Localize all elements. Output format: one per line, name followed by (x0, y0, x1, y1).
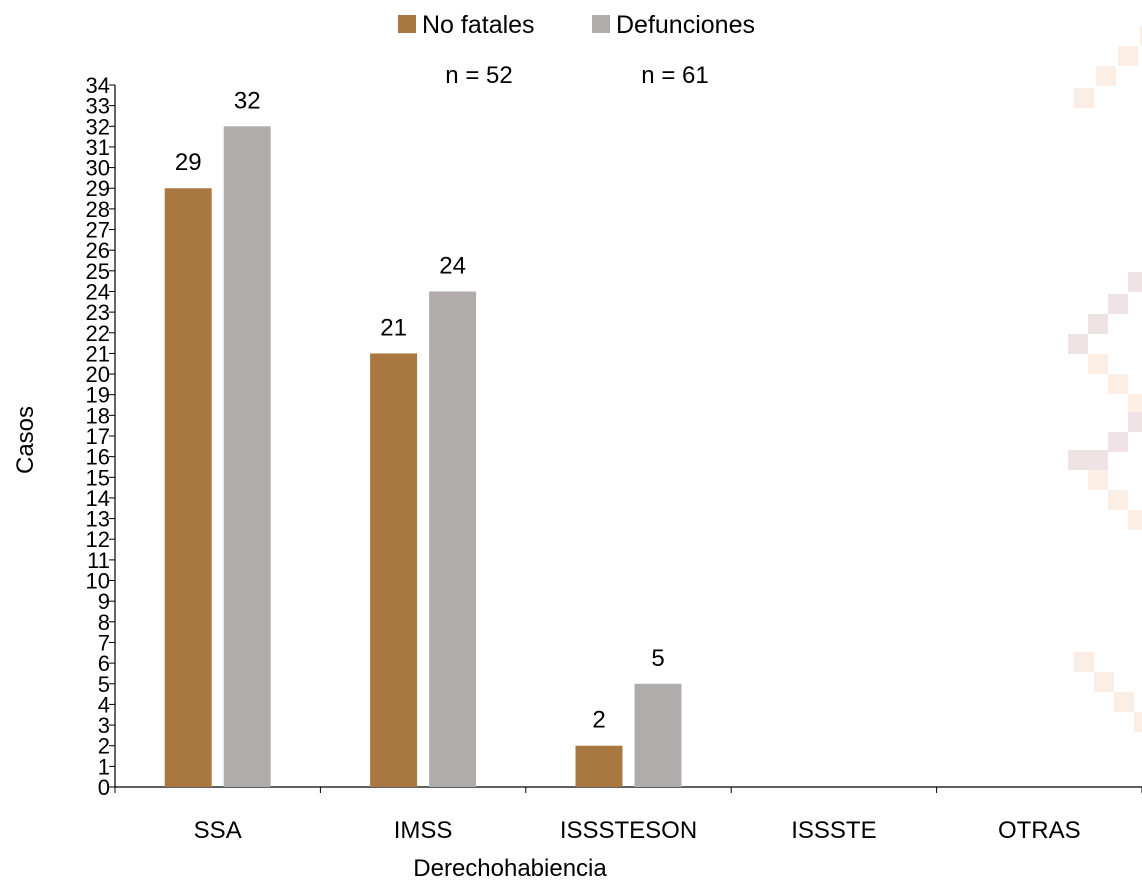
y-tick-label: 9 (98, 589, 110, 614)
y-tick-label: 30 (86, 156, 110, 181)
y-tick-label: 20 (86, 362, 110, 387)
y-tick-label: 3 (98, 713, 110, 738)
pattern-square (1114, 692, 1134, 712)
pattern-square (1088, 354, 1108, 374)
bar (223, 126, 271, 787)
pattern-square (1128, 394, 1142, 414)
bars: 29 32 21 24 2 5 (164, 87, 682, 787)
y-tick-label: 12 (86, 527, 110, 552)
pattern-square (1134, 712, 1142, 732)
pattern-square (1118, 46, 1138, 66)
x-tick-label: IMSS (394, 817, 453, 844)
y-tick-label: 17 (86, 424, 110, 449)
pattern-square (1068, 450, 1088, 470)
pattern-square (1074, 88, 1094, 108)
y-tick-label: 11 (87, 548, 110, 573)
y-tick-label: 16 (86, 445, 110, 470)
y-tick-label: 28 (86, 197, 110, 222)
pattern-square (1140, 26, 1142, 46)
legend-swatch-no-fatales (398, 15, 416, 33)
data-label: 2 (592, 707, 605, 734)
y-tick-label: 21 (86, 341, 110, 366)
x-tick-label: SSA (194, 817, 242, 844)
pattern-square (1108, 374, 1128, 394)
bar (634, 683, 682, 787)
y-tick-label: 0 (98, 775, 110, 800)
pattern-square (1128, 412, 1142, 432)
legend-label-no-fatales: No fatales (422, 11, 535, 39)
y-tick-label: 14 (86, 486, 110, 511)
pattern-square (1094, 672, 1114, 692)
y-tick-label: 31 (86, 135, 110, 160)
series-count-no-fatales: n = 52 (445, 62, 512, 89)
y-tick-label: 4 (98, 692, 110, 717)
y-tick-label: 1 (98, 754, 110, 779)
data-label: 24 (439, 252, 466, 279)
x-axis-label: Derechohabiencia (413, 855, 607, 882)
bar (575, 745, 623, 787)
axes: 0123456789101112131415161718192021222324… (86, 73, 1142, 844)
pattern-square (1128, 510, 1142, 530)
y-tick-label: 32 (86, 114, 110, 139)
x-tick-label: ISSSTE (791, 817, 876, 844)
series-count-defunciones: n = 61 (641, 62, 708, 89)
pattern-square (1128, 272, 1142, 292)
bar (370, 353, 418, 787)
y-tick-label: 24 (86, 279, 110, 304)
y-tick-label: 10 (86, 569, 110, 594)
x-tick-label: ISSSTESON (560, 817, 697, 844)
pattern-square (1108, 432, 1128, 452)
y-tick-label: 13 (86, 507, 110, 532)
bar (164, 188, 212, 787)
y-tick-label: 19 (86, 383, 110, 408)
y-tick-label: 25 (86, 259, 110, 284)
background-pattern (1068, 26, 1142, 732)
y-tick-label: 15 (86, 465, 110, 490)
pattern-square (1074, 652, 1094, 672)
y-tick-label: 18 (86, 403, 110, 428)
pattern-square (1068, 334, 1088, 354)
legend-swatch-defunciones (592, 15, 610, 33)
pattern-square (1088, 450, 1108, 470)
data-label: 32 (234, 87, 261, 114)
y-tick-label: 34 (86, 73, 110, 98)
bar (429, 291, 477, 787)
pattern-square (1088, 470, 1108, 490)
y-tick-label: 26 (86, 238, 110, 263)
y-tick-label: 2 (98, 734, 110, 759)
y-tick-label: 27 (86, 218, 110, 243)
y-tick-label: 22 (86, 321, 110, 346)
y-tick-label: 23 (86, 300, 110, 325)
y-tick-label: 5 (98, 672, 110, 697)
y-tick-label: 7 (98, 630, 110, 655)
data-label: 5 (651, 645, 664, 672)
pattern-square (1096, 66, 1116, 86)
y-axis-label: Casos (12, 406, 39, 474)
pattern-square (1108, 294, 1128, 314)
pattern-square (1108, 490, 1128, 510)
y-tick-label: 33 (86, 94, 110, 119)
legend: No fatales Defunciones (398, 11, 755, 39)
pattern-square (1088, 314, 1108, 334)
x-tick-label: OTRAS (998, 817, 1081, 844)
data-label: 21 (380, 314, 407, 341)
y-tick-label: 29 (86, 176, 110, 201)
legend-label-defunciones: Defunciones (616, 11, 755, 39)
y-tick-label: 6 (98, 651, 110, 676)
data-label: 29 (175, 149, 202, 176)
y-tick-label: 8 (98, 610, 110, 635)
